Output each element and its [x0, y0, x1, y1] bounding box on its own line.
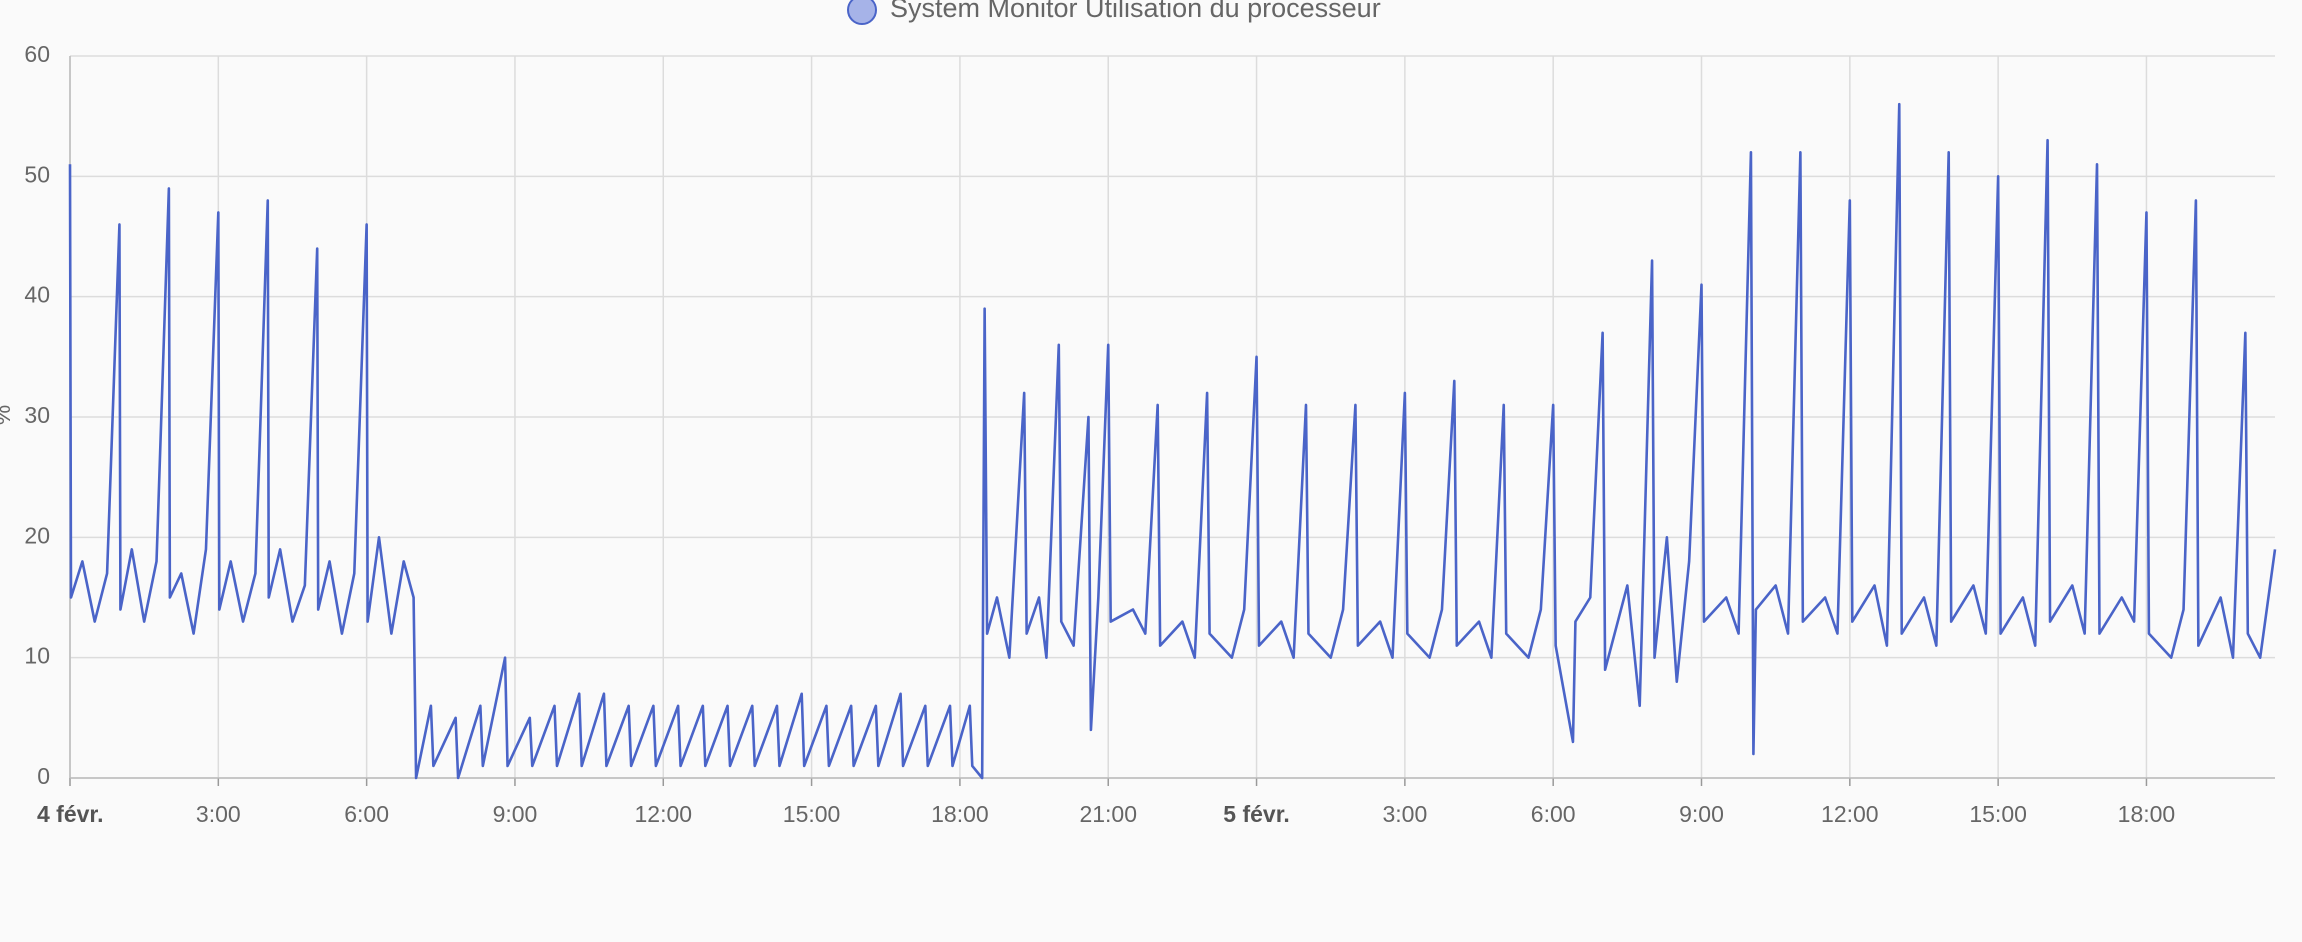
x-tick-label: 21:00 — [1079, 801, 1137, 827]
y-tick-label: 30 — [24, 402, 50, 428]
x-tick-label: 4 févr. — [37, 801, 104, 827]
y-tick-label: 40 — [24, 282, 50, 308]
y-tick-label: 0 — [37, 763, 50, 789]
data-line — [68, 102, 2277, 780]
x-tick-label: 3:00 — [1382, 801, 1427, 827]
legend-marker[interactable] — [847, 0, 877, 25]
x-tick-label: 3:00 — [196, 801, 241, 827]
x-tick-label: 6:00 — [344, 801, 389, 827]
legend-label[interactable]: System Monitor Utilisation du processeur — [890, 0, 1381, 23]
x-tick-label: 15:00 — [1969, 801, 2027, 827]
y-tick-label: 50 — [24, 161, 50, 187]
x-tick-label: 9:00 — [493, 801, 538, 827]
x-tick-label: 15:00 — [783, 801, 841, 827]
x-tick-label: 9:00 — [1679, 801, 1724, 827]
y-axis-label: % — [0, 405, 15, 425]
x-tick-label: 5 févr. — [1223, 801, 1290, 827]
x-tick-label: 12:00 — [1821, 801, 1879, 827]
x-tick-label: 12:00 — [634, 801, 692, 827]
x-tick-label: 18:00 — [2118, 801, 2176, 827]
y-tick-label: 60 — [24, 41, 50, 67]
x-tick-label: 6:00 — [1531, 801, 1576, 827]
y-tick-label: 10 — [24, 643, 50, 669]
x-tick-label: 18:00 — [931, 801, 989, 827]
y-tick-label: 20 — [24, 522, 50, 548]
